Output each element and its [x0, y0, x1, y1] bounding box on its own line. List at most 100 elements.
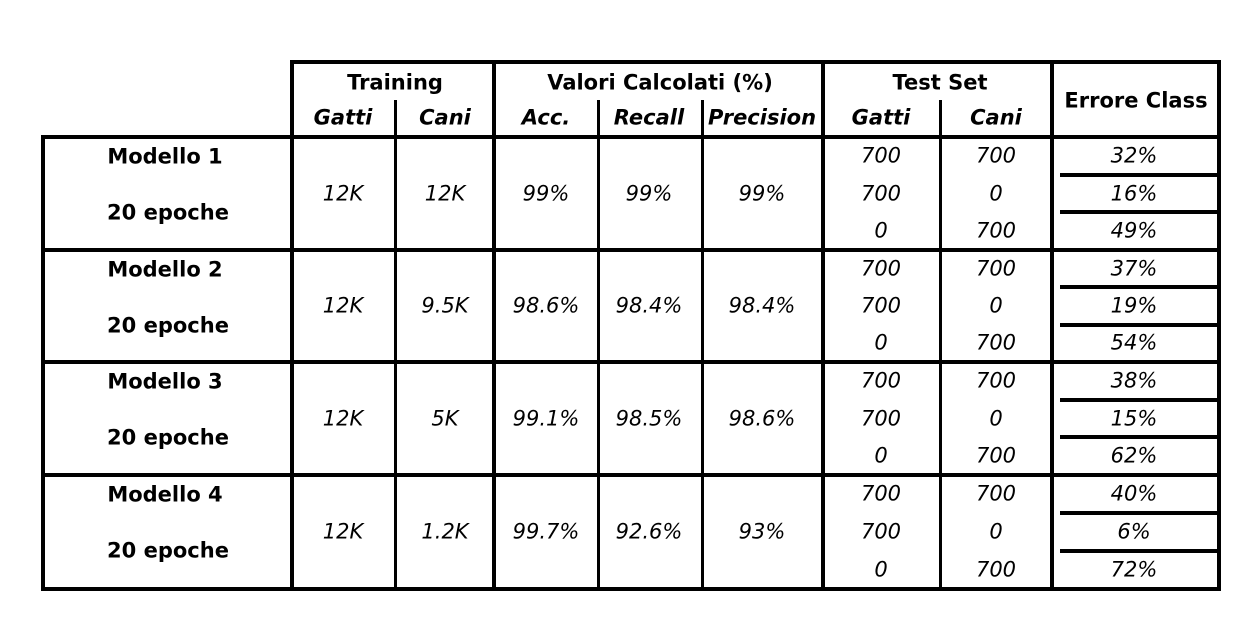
band-border: [43, 360, 1219, 364]
column-border: [1050, 137, 1054, 589]
test-cani-value: 700: [975, 143, 1017, 168]
test-cani-value: 700: [975, 368, 1017, 393]
model-epochs: 20 epoche: [107, 425, 229, 450]
error-row-border: [1060, 397, 1217, 402]
test-gatti-value: 0: [874, 218, 888, 243]
header-errore-class: Errore Class: [1064, 88, 1208, 113]
test-gatti-value: 700: [860, 143, 902, 168]
recall-value: 98.4%: [615, 293, 683, 318]
band-border: [43, 248, 1219, 252]
column-divider: [597, 137, 600, 589]
accuracy-value: 99%: [522, 181, 570, 205]
band-border: [43, 587, 1219, 591]
header-group-border: [821, 60, 825, 137]
test-gatti-value: 700: [860, 181, 902, 205]
band-border: [43, 473, 1219, 477]
train-cani-value: 12K: [424, 181, 466, 205]
train-gatti-value: 12K: [322, 293, 364, 318]
test-gatti-value: 0: [874, 330, 888, 355]
errore-class-value: 6%: [1117, 519, 1151, 544]
accuracy-value: 98.6%: [512, 293, 580, 318]
header-right-border: [1217, 60, 1221, 137]
test-cani-value: 0: [989, 181, 1003, 205]
model-name: Modello 1: [107, 144, 223, 169]
test-gatti-value: 700: [860, 256, 902, 281]
errore-class-value: 72%: [1110, 557, 1158, 582]
train-cani-value: 1.2K: [421, 519, 469, 544]
train-gatti-value: 12K: [322, 519, 364, 544]
errore-class-value: 49%: [1110, 218, 1158, 243]
subheader-training-cani: Cani: [419, 105, 471, 130]
header-training: Training: [347, 70, 443, 95]
test-cani-value: 700: [975, 481, 1017, 506]
subheader-test-cani: Cani: [970, 105, 1022, 130]
table-left-border: [41, 135, 45, 591]
error-row-border: [1060, 435, 1217, 440]
errore-class-value: 38%: [1110, 368, 1158, 393]
errore-class-value: 54%: [1110, 330, 1158, 355]
error-row-border: [1060, 511, 1217, 515]
subheader-divider: [701, 100, 704, 137]
errore-class-value: 15%: [1110, 406, 1158, 430]
model-epochs: 20 epoche: [107, 313, 229, 338]
test-gatti-value: 700: [860, 293, 902, 318]
precision-value: 98.6%: [728, 406, 796, 430]
model-epochs: 20 epoche: [107, 538, 229, 563]
subheader-training-gatti: Gatti: [313, 105, 373, 130]
column-border: [290, 137, 294, 589]
train-gatti-value: 12K: [322, 406, 364, 430]
precision-value: 93%: [738, 519, 786, 544]
precision-value: 98.4%: [728, 293, 796, 318]
subheader-divider: [597, 100, 600, 137]
recall-value: 99%: [625, 181, 673, 205]
errore-class-value: 40%: [1110, 481, 1158, 506]
test-cani-value: 0: [989, 293, 1003, 318]
precision-value: 99%: [738, 181, 786, 205]
subheader-divider: [939, 100, 942, 137]
errore-class-value: 62%: [1110, 443, 1158, 468]
model-name: Modello 3: [107, 369, 223, 394]
train-cani-value: 5K: [431, 406, 459, 430]
errore-class-value: 32%: [1110, 143, 1158, 168]
header-group-border: [492, 60, 496, 137]
error-row-border: [1060, 210, 1217, 215]
subheader-acc: Acc.: [521, 105, 571, 130]
header-group-border: [1050, 60, 1054, 137]
error-row-border: [1060, 172, 1217, 177]
accuracy-value: 99.7%: [512, 519, 580, 544]
test-cani-value: 0: [989, 519, 1003, 544]
column-divider: [701, 137, 704, 589]
column-border: [492, 137, 496, 589]
subheader-recall: Recall: [613, 105, 685, 130]
model-name: Modello 2: [107, 257, 223, 282]
column-divider: [939, 137, 942, 589]
test-cani-value: 700: [975, 218, 1017, 243]
test-gatti-value: 700: [860, 481, 902, 506]
error-row-border: [1060, 285, 1217, 290]
column-divider: [394, 137, 397, 589]
test-gatti-value: 0: [874, 443, 888, 468]
errore-class-value: 16%: [1110, 181, 1158, 205]
test-gatti-value: 0: [874, 557, 888, 582]
model-name: Modello 4: [107, 482, 223, 507]
table-right-border: [1217, 135, 1221, 591]
test-gatti-value: 700: [860, 519, 902, 544]
train-gatti-value: 12K: [322, 181, 364, 205]
model-epochs: 20 epoche: [107, 200, 229, 225]
test-cani-value: 700: [975, 330, 1017, 355]
band-border: [43, 135, 1219, 139]
test-cani-value: 700: [975, 256, 1017, 281]
test-gatti-value: 700: [860, 368, 902, 393]
recall-value: 98.5%: [615, 406, 683, 430]
subheader-test-gatti: Gatti: [851, 105, 911, 130]
subheader-precision: Precision: [707, 105, 817, 130]
test-cani-value: 700: [975, 557, 1017, 582]
header-test-set: Test Set: [892, 70, 988, 95]
error-row-border: [1060, 322, 1217, 327]
recall-value: 92.6%: [615, 519, 683, 544]
header-group-border: [290, 60, 294, 137]
errore-class-value: 37%: [1110, 256, 1158, 281]
header-valori-calcolati: Valori Calcolati (%): [547, 70, 773, 95]
test-cani-value: 0: [989, 406, 1003, 430]
